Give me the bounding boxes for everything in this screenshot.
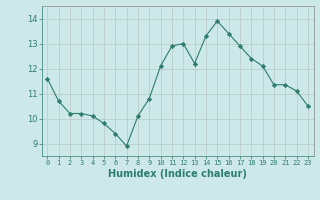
- X-axis label: Humidex (Indice chaleur): Humidex (Indice chaleur): [108, 169, 247, 179]
